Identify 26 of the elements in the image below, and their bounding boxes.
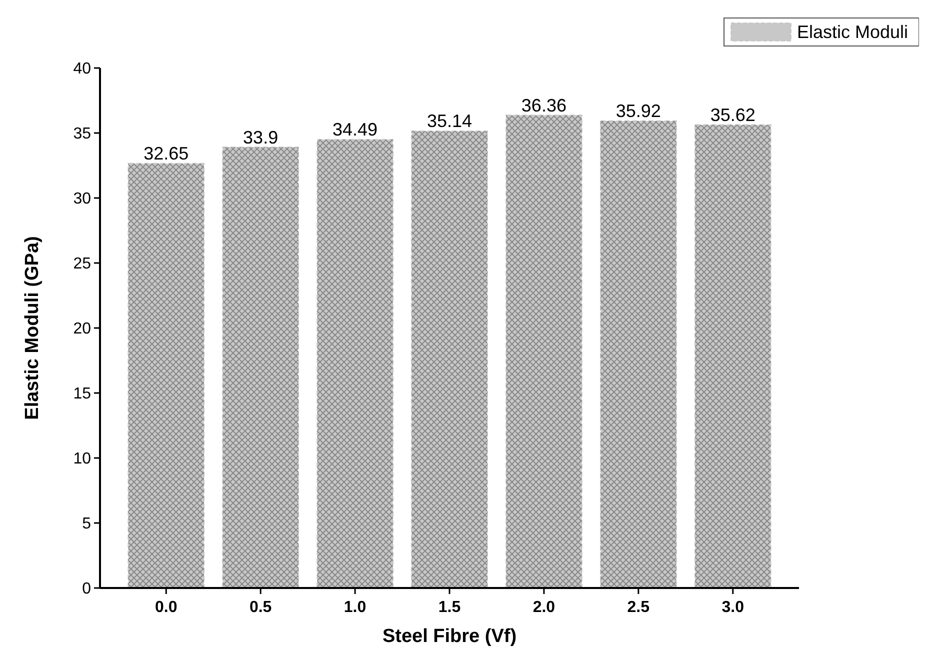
y-tick-label: 10 xyxy=(73,450,92,468)
x-tick-label: 0.0 xyxy=(154,599,178,616)
data-label: 36.36 xyxy=(521,95,566,116)
x-tick-label: 3.0 xyxy=(722,599,744,616)
y-tick-label: 30 xyxy=(73,190,92,208)
x-tick-label: 1.0 xyxy=(344,599,366,616)
y-tick-label: 0 xyxy=(82,580,92,598)
x-tick-label: 0.5 xyxy=(249,599,272,616)
x-tick-label: 2.5 xyxy=(627,599,650,616)
data-label: 35.62 xyxy=(710,104,756,125)
y-tick-label: 15 xyxy=(73,386,92,403)
legend-label: Elastic Moduli xyxy=(797,22,908,42)
data-label: 33.9 xyxy=(243,127,278,148)
y-tick-label: 5 xyxy=(82,516,92,533)
y-tick-label: 25 xyxy=(73,256,92,273)
y-tick-label: 35 xyxy=(73,126,92,143)
data-label: 32.65 xyxy=(144,144,189,164)
y-tick-label: 20 xyxy=(73,320,92,338)
x-tick-label: 2.0 xyxy=(532,599,556,616)
data-label: 35.92 xyxy=(616,101,661,122)
data-label: 35.14 xyxy=(426,111,472,132)
x-tick-label: 1.5 xyxy=(438,599,461,616)
y-tick-label: 40 xyxy=(73,60,92,78)
data-label: 34.49 xyxy=(332,120,378,140)
y-axis-title: Elastic Moduli (GPa) xyxy=(22,236,43,420)
x-axis-title: Steel Fibre (Vf) xyxy=(382,626,517,647)
